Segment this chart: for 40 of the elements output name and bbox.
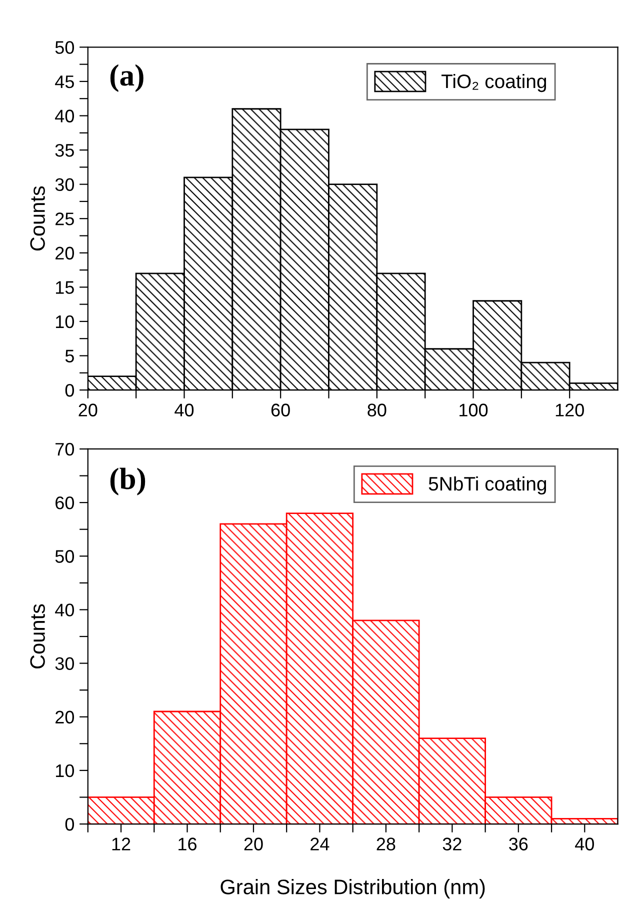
x-tick-label: 60: [271, 404, 290, 416]
x-tick-label: 16: [178, 838, 196, 850]
y-tick-label: 30: [55, 657, 74, 670]
y-tick-label: 60: [56, 496, 74, 510]
y-tick-label: 10: [56, 315, 74, 328]
annotation: (a): [110, 64, 144, 92]
x-tick-label: 36: [509, 838, 528, 850]
legend-label: 5NbTi coating: [428, 476, 546, 495]
x-tick-label: 12: [112, 838, 130, 850]
x-tick-label: 20: [244, 838, 263, 850]
x-tick-label: 120: [556, 404, 584, 416]
x-axis-title: Grain Sizes Distribution (nm): [220, 879, 485, 898]
y-tick-label: 0: [65, 384, 74, 397]
y-tick-label: 25: [56, 212, 74, 226]
y-tick-label: 10: [56, 764, 74, 778]
y-tick-label: 40: [55, 604, 74, 616]
x-tick-label: 20: [78, 404, 98, 416]
x-tick-label: 24: [310, 838, 330, 850]
y-tick-label: 50: [55, 550, 74, 563]
y-tick-label: 15: [56, 281, 74, 294]
x-tick-label: 32: [442, 838, 462, 850]
y-axis-title: Counts: [30, 604, 45, 668]
y-tick-label: 5: [65, 350, 74, 362]
x-tick-label: 40: [174, 404, 194, 416]
legend-label: TiO₂ coating: [441, 74, 546, 92]
x-tick-label: 40: [575, 838, 594, 850]
y-tick-label: 0: [65, 818, 74, 831]
y-tick-label: 40: [55, 110, 74, 122]
x-tick-label: 100: [460, 404, 488, 416]
y-tick-label: 50: [55, 41, 74, 54]
x-tick-label: 80: [368, 404, 386, 416]
x-tick-label: 28: [376, 838, 396, 850]
y-tick-label: 30: [55, 178, 74, 192]
y-tick-label: 20: [56, 710, 74, 724]
y-tick-label: 20: [56, 246, 74, 260]
y-tick-label: 45: [55, 76, 74, 88]
annotation: (b): [110, 468, 146, 496]
y-tick-label: 70: [56, 442, 74, 456]
y-tick-label: 35: [55, 144, 74, 157]
y-axis-title: Counts: [30, 186, 45, 251]
